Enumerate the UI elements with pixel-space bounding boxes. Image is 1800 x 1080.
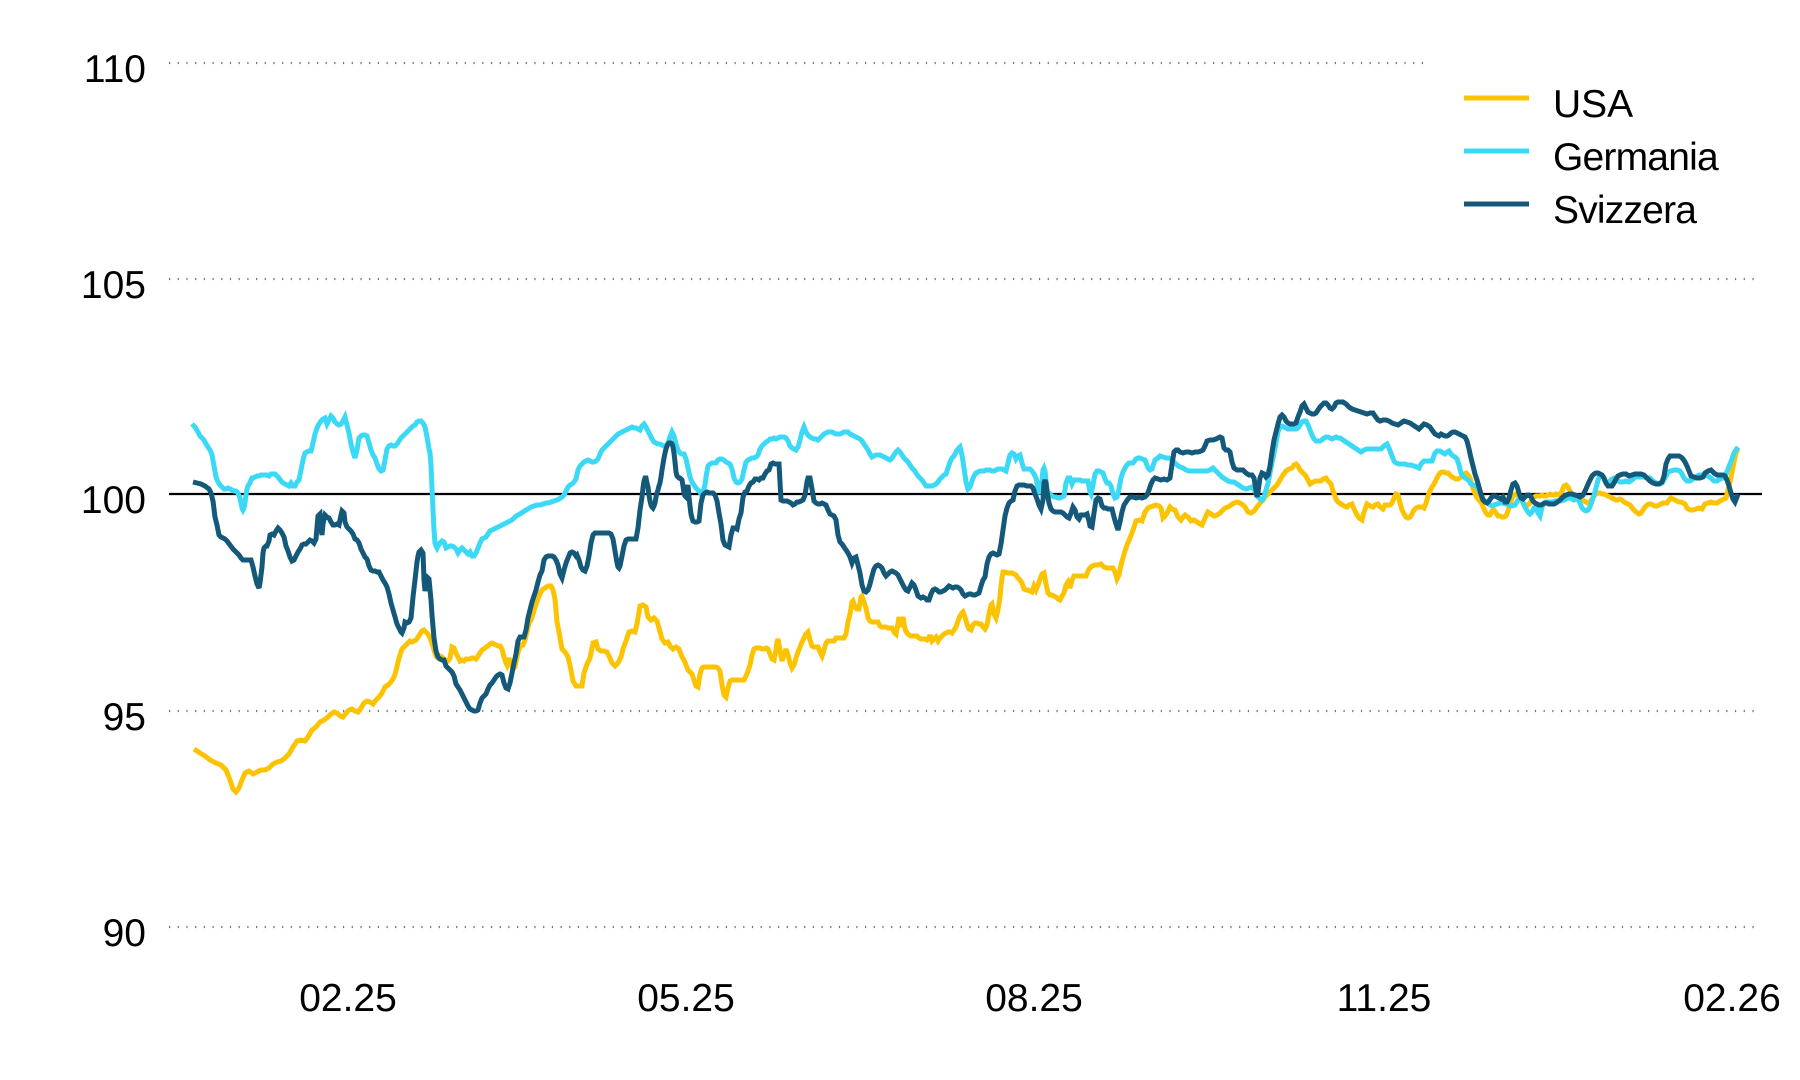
svg-text:11.25: 11.25	[1337, 977, 1432, 1020]
svg-text:02.25: 02.25	[299, 977, 397, 1020]
svg-text:USA: USA	[1553, 83, 1633, 126]
svg-text:95: 95	[103, 696, 146, 739]
svg-text:100: 100	[81, 479, 146, 522]
svg-text:05.25: 05.25	[637, 977, 735, 1020]
svg-text:105: 105	[81, 264, 146, 307]
svg-text:110: 110	[84, 48, 146, 91]
svg-text:90: 90	[103, 912, 146, 955]
svg-text:Svizzera: Svizzera	[1553, 189, 1697, 232]
svg-text:Germania: Germania	[1553, 136, 1719, 179]
svg-text:02.26: 02.26	[1683, 977, 1781, 1020]
svg-text:08.25: 08.25	[985, 977, 1083, 1020]
